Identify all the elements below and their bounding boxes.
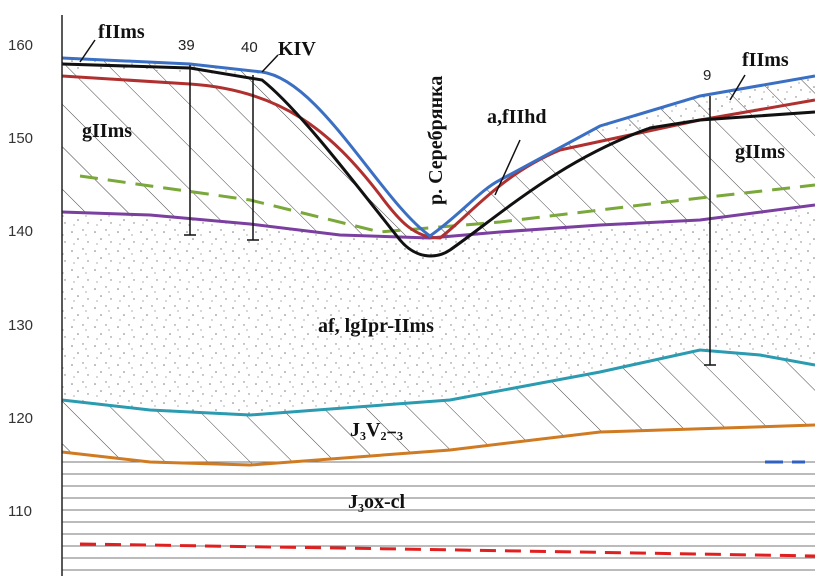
well-label: 9 [703, 67, 711, 84]
leader [261, 54, 279, 73]
tick-label: 150 [8, 130, 33, 147]
bedding-lines [62, 461, 815, 571]
dotted-top-right [560, 76, 815, 140]
unit-label: gIIms [82, 120, 132, 142]
teal-line [61, 348, 815, 417]
red-line [61, 74, 815, 240]
unit-label: J₃V₂₋₃ [350, 419, 403, 441]
leader [494, 139, 521, 196]
black-line [61, 62, 815, 258]
orange-line [61, 423, 815, 467]
hatched-gIIms [62, 58, 815, 238]
tick-label: 140 [8, 223, 33, 240]
unit-label: J₃ox-cl [348, 491, 406, 513]
unit-label: af, lgIpr-IIms [318, 315, 434, 337]
wells [79, 39, 746, 366]
unit-label: gIIms [735, 141, 785, 163]
unit-label: fIIms [98, 21, 145, 43]
tick-label: 130 [8, 317, 33, 334]
well-label: 39 [178, 37, 195, 54]
well-label: 40 [241, 39, 258, 56]
boundaries [61, 56, 815, 558]
unit-label: KIV [278, 38, 316, 60]
dotted-af [62, 205, 815, 415]
tick-label: 120 [8, 410, 33, 427]
blue-surface [61, 56, 815, 238]
tick-label: 160 [8, 37, 33, 54]
river-label: р. Серебрянка [425, 76, 447, 205]
tick-label: 110 [8, 503, 32, 520]
hatched-j3v [62, 350, 815, 465]
unit-label: fIIms [742, 49, 789, 71]
axis-ticks: 160 150 140 130 120 110 [8, 37, 33, 520]
leader [729, 74, 746, 101]
leader [79, 39, 96, 63]
layers [62, 58, 815, 571]
red-dashed [79, 542, 815, 558]
dotted-top-left [62, 58, 262, 80]
unit-label: a,fIIhd [487, 106, 546, 128]
